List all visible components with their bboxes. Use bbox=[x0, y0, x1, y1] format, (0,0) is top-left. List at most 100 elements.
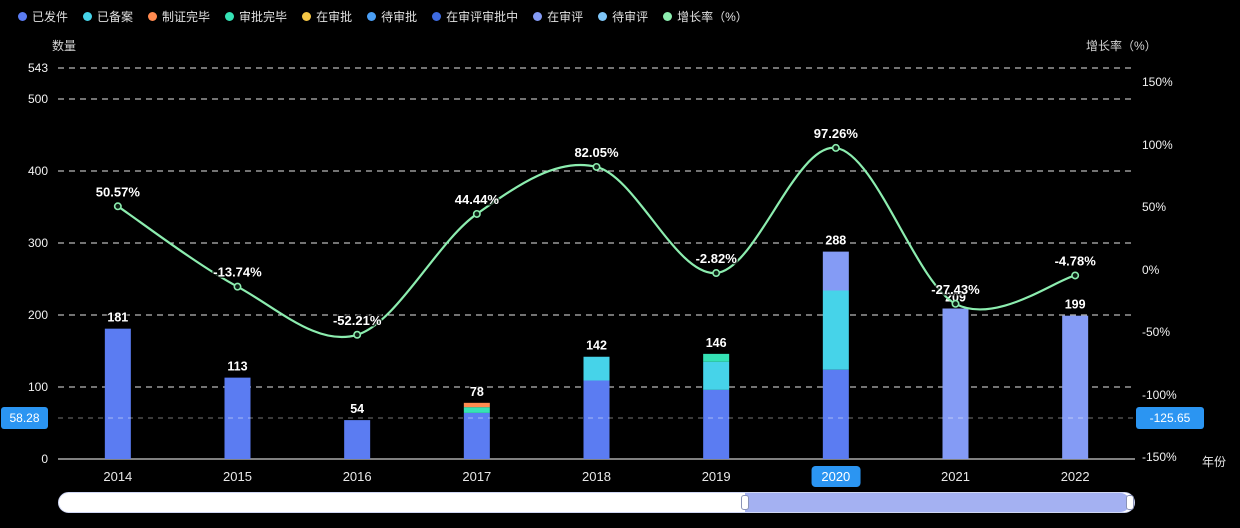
legend-marker-icon bbox=[225, 12, 235, 21]
bar-segment[interactable] bbox=[344, 420, 371, 459]
bar-total-label: 146 bbox=[706, 336, 727, 350]
bar-segment[interactable] bbox=[822, 251, 849, 291]
bar-total-label: 54 bbox=[350, 402, 364, 416]
datazoom-handle-right[interactable] bbox=[1125, 495, 1134, 510]
legend-label: 已发件 bbox=[32, 10, 69, 24]
legend-label: 增长率（%） bbox=[677, 10, 748, 24]
bar-segment[interactable] bbox=[703, 389, 730, 459]
datazoom-selection[interactable] bbox=[744, 493, 1130, 512]
left-axis-tick-label: 300 bbox=[27, 235, 48, 250]
bar-segment[interactable] bbox=[104, 328, 131, 459]
legend-label: 审批完毕 bbox=[239, 10, 288, 24]
legend-marker-icon bbox=[432, 12, 442, 21]
legend-item-5[interactable]: 在审批 bbox=[302, 8, 352, 25]
legend-item-3[interactable]: 制证完毕 bbox=[148, 8, 210, 25]
legend-marker-icon bbox=[83, 12, 93, 21]
bar-segment[interactable] bbox=[822, 369, 849, 459]
x-axis-label-2016: 2016 bbox=[342, 469, 372, 484]
growth-rate-label: 97.26% bbox=[814, 126, 859, 141]
bar-segment[interactable] bbox=[463, 402, 490, 408]
growth-rate-point[interactable] bbox=[592, 162, 601, 171]
growth-rate-label: -52.21% bbox=[333, 313, 382, 328]
legend-label: 待审批 bbox=[381, 10, 418, 24]
bar-total-label: 142 bbox=[586, 339, 607, 353]
bar-segment[interactable] bbox=[703, 353, 730, 362]
x-axis-label-2021: 2021 bbox=[941, 469, 970, 484]
legend-item-9[interactable]: 待审评 bbox=[598, 8, 648, 25]
legend-item-7[interactable]: 在审评审批中 bbox=[432, 8, 518, 25]
right-axis-tick-label: 100% bbox=[1142, 137, 1173, 152]
legend-label: 待审评 bbox=[612, 10, 649, 24]
bar-segment[interactable] bbox=[224, 377, 251, 459]
datazoom-slider[interactable] bbox=[58, 492, 1135, 513]
legend-marker-icon bbox=[302, 12, 312, 21]
right-axis-tick-label: -100% bbox=[1142, 387, 1177, 402]
growth-rate-label: -4.78% bbox=[1055, 253, 1097, 268]
x-axis-label-2018: 2018 bbox=[582, 469, 611, 484]
legend-marker-icon bbox=[598, 12, 608, 21]
growth-rate-line bbox=[117, 146, 1076, 338]
bar-total-label: 288 bbox=[825, 234, 846, 248]
bar-segment[interactable] bbox=[942, 308, 969, 459]
growth-rate-label: -2.82% bbox=[696, 251, 738, 266]
bar-segment[interactable] bbox=[463, 407, 490, 413]
legend-marker-icon bbox=[367, 12, 377, 21]
right-axis-pointer-badge: -125.65 bbox=[1136, 407, 1204, 429]
growth-rate-point[interactable] bbox=[472, 209, 481, 218]
bar-segment[interactable] bbox=[583, 380, 610, 459]
growth-rate-point[interactable] bbox=[951, 299, 960, 308]
legend-label: 在审评 bbox=[547, 10, 584, 24]
bar-segment[interactable] bbox=[463, 412, 490, 459]
legend-item-4[interactable]: 审批完毕 bbox=[225, 8, 287, 25]
growth-rate-point[interactable] bbox=[1071, 271, 1080, 280]
right-axis-tick-label: -50% bbox=[1142, 325, 1171, 339]
x-axis-label-2017: 2017 bbox=[462, 469, 492, 484]
bar-total-label: 181 bbox=[107, 311, 128, 325]
legend-item-6[interactable]: 待审批 bbox=[367, 8, 417, 25]
legend-label: 在审评审批中 bbox=[446, 10, 519, 24]
x-axis-label-2020: 2020 bbox=[811, 466, 861, 487]
growth-rate-label: -13.74% bbox=[213, 265, 262, 280]
bar-segment[interactable] bbox=[583, 356, 610, 381]
growth-rate-label: 82.05% bbox=[574, 145, 619, 160]
left-axis-tick-label: 100 bbox=[27, 379, 48, 394]
growth-rate-point[interactable] bbox=[233, 282, 242, 291]
right-axis-title: 增长率（%） bbox=[1086, 39, 1157, 53]
legend-marker-icon bbox=[148, 12, 158, 21]
x-axis-title: 年份 bbox=[1202, 455, 1227, 469]
left-axis-tick-label: 0 bbox=[41, 452, 48, 466]
legend-item-1[interactable]: 已发件 bbox=[18, 8, 68, 25]
x-axis-label-2014: 2014 bbox=[103, 469, 133, 484]
legend-item-8[interactable]: 在审评 bbox=[533, 8, 583, 25]
legend-item-2[interactable]: 已备案 bbox=[83, 8, 133, 25]
y-axis-pointer-badge: 58.28 bbox=[1, 407, 48, 429]
bar-segment[interactable] bbox=[1062, 315, 1089, 459]
datazoom-handle-left[interactable] bbox=[740, 495, 749, 510]
legend-label: 制证完毕 bbox=[162, 10, 211, 24]
x-axis-label-2019: 2019 bbox=[701, 469, 731, 484]
bar-segment[interactable] bbox=[822, 290, 849, 370]
growth-rate-point[interactable] bbox=[831, 143, 840, 152]
legend: 已发件 已备案 制证完毕 审批完毕 在审批 待审批 在审评审批中 在审评 待审评 增长率（%） bbox=[18, 8, 748, 25]
bar-total-label: 78 bbox=[470, 385, 484, 399]
growth-rate-point[interactable] bbox=[353, 330, 362, 339]
left-axis-tick-label: 400 bbox=[27, 163, 48, 178]
legend-item-10[interactable]: 增长率（%） bbox=[663, 8, 748, 25]
left-axis-tick-label: 500 bbox=[27, 91, 48, 106]
legend-label: 在审批 bbox=[316, 10, 353, 24]
growth-rate-point[interactable] bbox=[113, 202, 122, 211]
growth-rate-label: 50.57% bbox=[96, 184, 141, 199]
bar-segment[interactable] bbox=[703, 361, 730, 390]
growth-rate-point[interactable] bbox=[712, 269, 721, 278]
bar-total-label: 113 bbox=[227, 360, 247, 374]
left-axis-title: 数量 bbox=[52, 39, 77, 53]
legend-label: 已备案 bbox=[97, 10, 134, 24]
right-axis-tick-label: 0% bbox=[1142, 262, 1160, 277]
bar-total-label: 199 bbox=[1065, 298, 1086, 312]
right-axis-tick-label: -150% bbox=[1142, 450, 1177, 464]
legend-marker-icon bbox=[663, 12, 673, 21]
growth-rate-label: -27.43% bbox=[931, 282, 980, 297]
legend-marker-icon bbox=[18, 12, 27, 21]
